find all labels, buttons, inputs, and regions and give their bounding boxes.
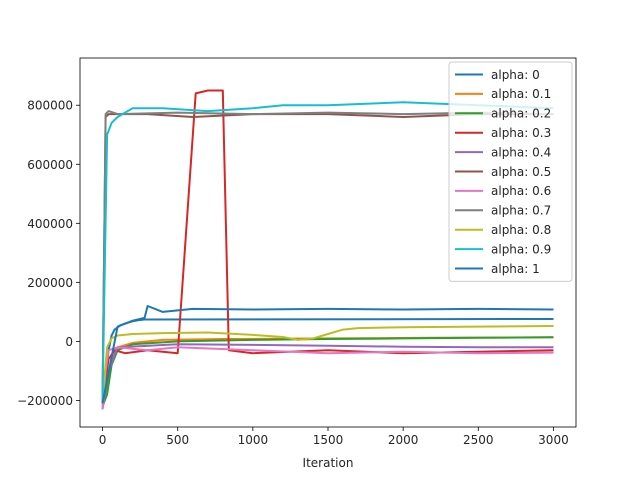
x-tick-label: 2500 (463, 433, 494, 447)
legend-label-0: alpha: 0 (491, 68, 540, 82)
x-tick-label: 500 (166, 433, 189, 447)
y-tick-label: 400000 (27, 217, 73, 231)
series-line-7 (101, 110, 554, 404)
legend: alpha: 0 alpha: 0.1 alpha: 0.2 alpha: 0.3 al… (448, 61, 573, 282)
x-axis: 0 500 1000 1500 2000 2500 3000 (99, 427, 569, 447)
y-tick-label: 0 (65, 335, 73, 349)
legend-label-1: alpha: 0.1 (491, 87, 551, 101)
series-line-4 (101, 343, 554, 410)
y-tick-label: 600000 (27, 158, 73, 172)
series-layer (101, 89, 554, 410)
y-tick-label: 800000 (27, 99, 73, 113)
legend-label-2: alpha: 0.2 (491, 107, 551, 121)
legend-label-9: alpha: 0.9 (491, 242, 551, 256)
x-tick-label: 3000 (538, 433, 569, 447)
x-tick-label: 2000 (388, 433, 419, 447)
legend-label-10: alpha: 1 (491, 262, 540, 276)
legend-label-8: alpha: 0.8 (491, 223, 551, 237)
legend-label-7: alpha: 0.7 (491, 204, 551, 218)
y-tick-label: 200000 (27, 276, 73, 290)
y-axis: −200000 0 200000 400000 600000 800000 (17, 99, 80, 408)
legend-label-5: alpha: 0.5 (491, 165, 551, 179)
y-tick-label: −200000 (17, 394, 73, 408)
series-line-6 (101, 346, 554, 410)
legend-label-4: alpha: 0.4 (491, 145, 551, 159)
x-tick-label: 1000 (238, 433, 269, 447)
series-line-9 (101, 101, 554, 401)
legend-label-6: alpha: 0.6 (491, 184, 551, 198)
x-axis-label: Iteration (303, 456, 354, 470)
legend-label-3: alpha: 0.3 (491, 126, 551, 140)
x-tick-label: 0 (99, 433, 107, 447)
x-tick-label: 1500 (313, 433, 344, 447)
series-line-5 (101, 113, 554, 401)
legend-box (448, 61, 573, 282)
series-line-10 (101, 305, 554, 404)
